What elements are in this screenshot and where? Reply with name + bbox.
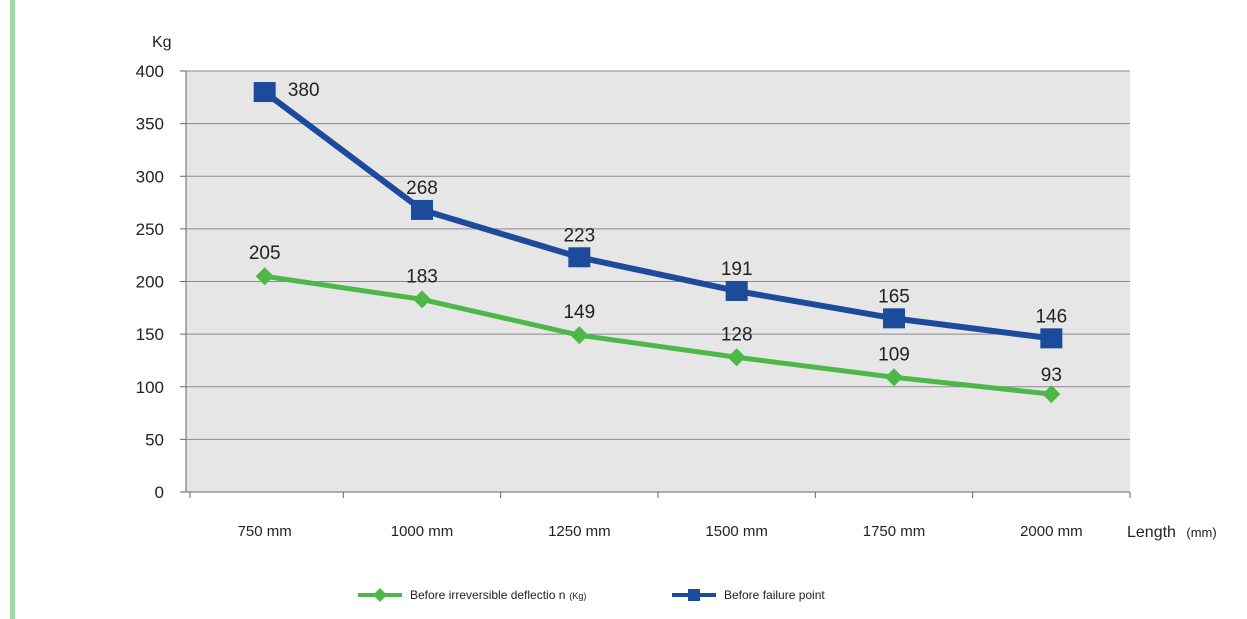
data-point: [885, 368, 903, 387]
data-point: [411, 199, 433, 220]
y-tick-label: 0: [155, 483, 164, 502]
y-tick-label: 100: [136, 378, 164, 397]
data-point: [255, 267, 274, 286]
data-label: 183: [406, 266, 438, 287]
series-layer: 205 183 149 128 109 93 380 268 223 191 165 146: [249, 80, 1067, 404]
legend-label-name: Before irreversible deflectio n: [410, 588, 565, 602]
data-label: 191: [721, 259, 753, 280]
series-line: [262, 89, 1052, 342]
x-tick-label: 750 mm: [238, 523, 292, 540]
y-tick-label: 150: [136, 325, 164, 344]
data-label: 268: [406, 178, 438, 199]
y-tick-label: 350: [136, 115, 164, 134]
y-tick-label: 300: [136, 167, 164, 186]
data-point: [1042, 385, 1061, 404]
y-tick-label: 250: [136, 220, 164, 239]
y-tick-label: 400: [136, 62, 164, 81]
data-point: [568, 247, 591, 268]
series-line: [264, 273, 1052, 397]
legend-marker: [373, 588, 387, 602]
data-label: 223: [563, 225, 595, 246]
data-point: [413, 290, 431, 309]
series-diamond: 205 183 149 128 109 93: [249, 243, 1062, 404]
data-point: [570, 326, 589, 345]
x-tick-label: 1500 mm: [705, 523, 768, 540]
series-square: 380 268 223 191 165 146: [253, 80, 1067, 349]
y-tick-labels: 0 50 100 150 200 250 300 350 400: [136, 62, 164, 502]
legend: Before irreversible deflectio n (Kg) Befor…: [358, 588, 825, 602]
legend-label-name: Before failure point: [724, 588, 825, 602]
legend-label-suffix: (Kg): [569, 591, 586, 601]
data-label: 93: [1041, 365, 1062, 386]
legend-marker: [688, 589, 700, 601]
y-axis-label: Kg: [152, 34, 172, 51]
y-tick-label: 200: [136, 273, 164, 292]
x-tick-label: 2000 mm: [1020, 523, 1083, 540]
data-point: [883, 308, 905, 329]
x-tick-label: 1000 mm: [391, 523, 454, 540]
data-label: 146: [1035, 306, 1067, 327]
data-label: 205: [249, 243, 281, 264]
x-tick-labels: 750 mm 1000 mm 1250 mm 1500 mm 1750 mm 2000 m…: [238, 523, 1083, 540]
x-axis-label: Length (mm): [1127, 524, 1217, 541]
data-label: 128: [721, 324, 753, 345]
y-tick-label: 50: [145, 430, 164, 449]
data-point: [727, 348, 746, 367]
x-tick-label: 1250 mm: [548, 523, 611, 540]
legend-label: Before failure point: [724, 588, 825, 602]
x-axis-label-unit: (mm): [1186, 525, 1216, 540]
data-label: 149: [563, 302, 595, 323]
legend-label: Before irreversible deflectio n (Kg): [410, 588, 586, 602]
accent-bar: [10, 0, 15, 619]
data-point: [1040, 328, 1063, 349]
data-label: 380: [288, 80, 320, 101]
data-label: 165: [878, 286, 910, 307]
x-tick-label: 1750 mm: [863, 523, 926, 540]
legend-item: Before failure point: [672, 588, 825, 602]
axes: [180, 70, 1131, 498]
data-label: 109: [878, 344, 910, 365]
legend-item: Before irreversible deflectio n (Kg): [358, 588, 586, 602]
x-axis-label-text: Length: [1127, 524, 1176, 541]
data-point: [253, 82, 276, 103]
data-point: [725, 280, 748, 301]
